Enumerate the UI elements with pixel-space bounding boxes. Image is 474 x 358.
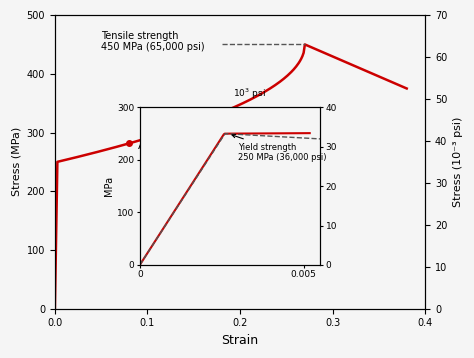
Y-axis label: Stress (MPa): Stress (MPa) [11,127,21,197]
Text: Tensile strength
450 MPa (65,000 psi): Tensile strength 450 MPa (65,000 psi) [101,31,205,52]
Text: A: A [138,141,146,151]
Y-axis label: MPa: MPa [104,176,114,196]
Y-axis label: Stress (10⁻³ psi): Stress (10⁻³ psi) [453,117,463,207]
X-axis label: Strain: Strain [221,334,259,347]
Text: Yield strength
250 MPa (36,000 psi): Yield strength 250 MPa (36,000 psi) [232,135,327,162]
Text: $10^3$ psi: $10^3$ psi [234,87,266,101]
